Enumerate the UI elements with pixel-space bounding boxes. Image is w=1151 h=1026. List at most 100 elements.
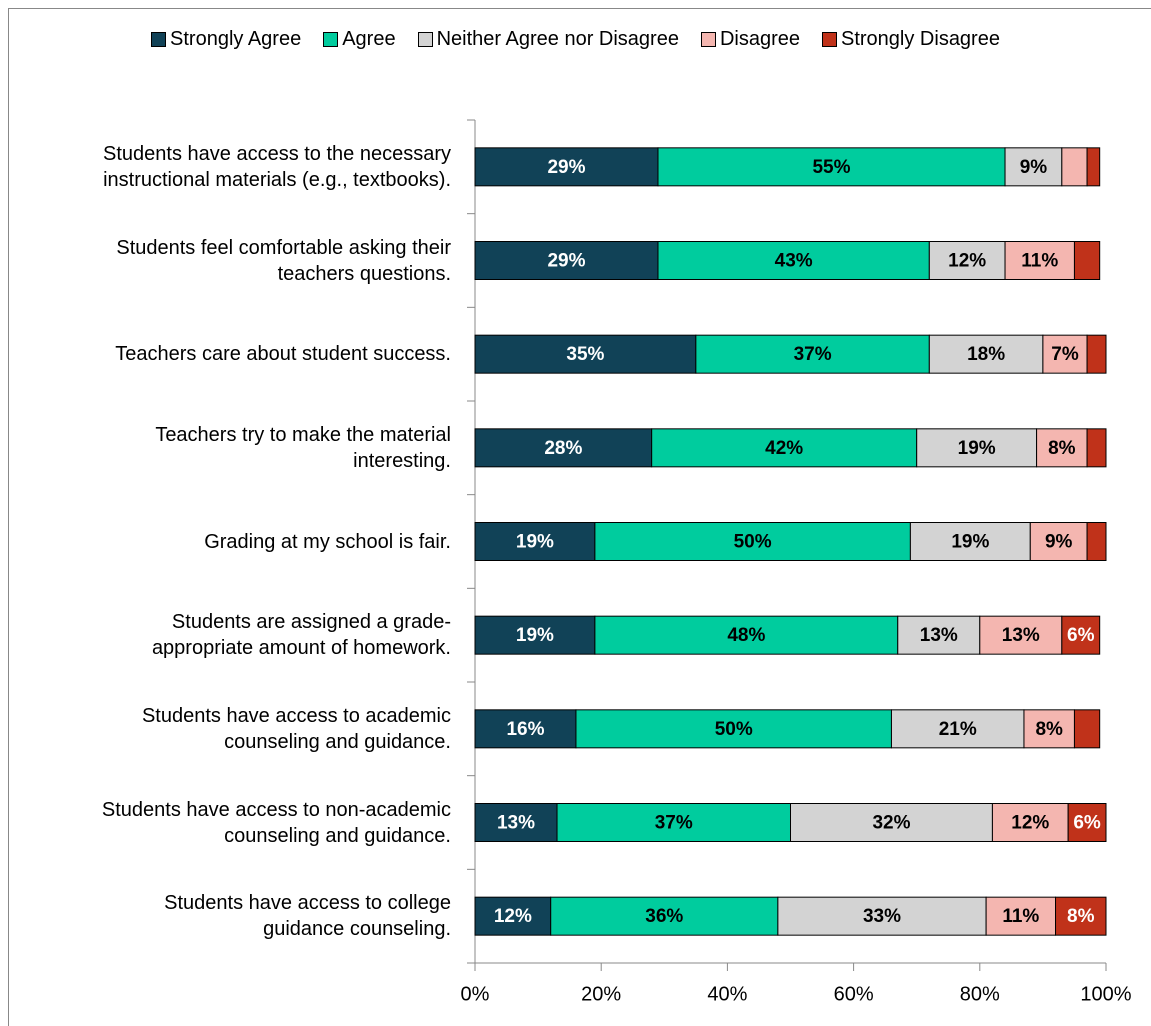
legend-swatch xyxy=(700,32,716,47)
legend-label: Disagree xyxy=(719,28,800,50)
category-label: Students have access to academic counsel… xyxy=(141,704,451,753)
bar-segment xyxy=(594,615,899,655)
data-label: 50% xyxy=(734,532,772,553)
category-label: Students have access to non-academic cou… xyxy=(101,798,451,847)
legend-label: Agree xyxy=(342,28,396,50)
data-label: 19% xyxy=(516,532,554,553)
legend-item: Strongly Disagree xyxy=(822,28,1000,51)
data-label: 12% xyxy=(948,251,986,272)
data-label: 16% xyxy=(506,719,544,740)
bar-segment xyxy=(1029,522,1088,561)
data-label: 28% xyxy=(544,438,582,459)
category-label: Students have access to the necessary in… xyxy=(103,142,451,191)
bar-segment xyxy=(909,522,1031,561)
data-label: 19% xyxy=(951,532,989,553)
bar-segment xyxy=(474,241,659,280)
category-label: Grading at my school is fair. xyxy=(204,530,451,553)
data-label: 36% xyxy=(645,906,683,927)
bar-segment xyxy=(1042,334,1088,374)
x-tick-label: 100% xyxy=(1080,983,1131,1005)
bar-segment xyxy=(474,803,558,842)
data-label: 8% xyxy=(1035,719,1063,740)
bar-segment xyxy=(474,522,596,561)
bar-segment xyxy=(1073,709,1101,749)
data-label: 21% xyxy=(939,719,977,740)
legend: Strongly Agree Agree Neither Agree nor Dis… xyxy=(0,28,1151,51)
bar-segment xyxy=(556,803,792,842)
data-label: 11% xyxy=(1021,251,1058,272)
legend-item: Disagree xyxy=(700,28,800,51)
category-label: Teachers care about student success. xyxy=(115,343,451,366)
bar-segment xyxy=(1061,147,1088,187)
bar-segment xyxy=(1073,241,1101,280)
legend-label: Neither Agree nor Disagree xyxy=(436,28,679,50)
legend-swatch xyxy=(417,32,433,47)
legend-swatch xyxy=(151,32,167,47)
data-label: 13% xyxy=(497,813,535,834)
data-label: 35% xyxy=(566,344,604,365)
data-label: 48% xyxy=(727,625,765,646)
data-label: 29% xyxy=(547,157,585,178)
data-label: 37% xyxy=(655,813,693,834)
x-tick-label: 0% xyxy=(461,983,490,1005)
category-label: Students have access to college guidance… xyxy=(164,892,451,941)
x-tick-label: 60% xyxy=(834,983,874,1005)
bar-segment xyxy=(474,896,552,936)
bar-segment xyxy=(928,334,1044,374)
bar-segment xyxy=(1061,615,1101,655)
bar-segment xyxy=(1086,147,1101,187)
data-label: 19% xyxy=(958,438,996,459)
x-tick-label: 40% xyxy=(707,983,747,1005)
bar-segment xyxy=(985,896,1057,936)
bar-segment xyxy=(594,522,911,561)
data-label: 32% xyxy=(872,813,910,834)
bar-segment xyxy=(651,428,918,468)
bar-segment xyxy=(790,803,993,842)
bar-segment xyxy=(1036,428,1088,468)
legend-item: Strongly Agree xyxy=(151,28,301,51)
category-label: Teachers try to make the material intere… xyxy=(155,423,451,472)
bar-segment xyxy=(474,428,653,468)
bar-segment xyxy=(1067,803,1107,842)
bar-segment xyxy=(575,709,892,749)
bar-segment xyxy=(474,615,596,655)
data-label: 13% xyxy=(1002,625,1040,646)
data-label: 12% xyxy=(494,906,532,927)
bar-segment xyxy=(1055,896,1107,936)
data-label: 12% xyxy=(1011,813,1049,834)
data-label: 8% xyxy=(1067,906,1095,927)
data-label: 43% xyxy=(775,251,813,272)
bar-segment xyxy=(1086,428,1107,468)
data-label: 9% xyxy=(1045,532,1073,553)
data-label: 33% xyxy=(863,906,901,927)
category-label: Students feel comfortable asking their t… xyxy=(116,236,451,285)
data-label: 55% xyxy=(812,157,850,178)
bar-segment xyxy=(474,334,697,374)
bar-segment xyxy=(474,147,659,187)
x-tick-label: 20% xyxy=(581,983,621,1005)
data-label: 18% xyxy=(967,344,1005,365)
data-label: 13% xyxy=(920,625,958,646)
bar-segment xyxy=(928,241,1006,280)
legend-label: Strongly Agree xyxy=(170,28,302,50)
data-label: 7% xyxy=(1051,344,1079,365)
data-label: 19% xyxy=(516,625,554,646)
bar-segment xyxy=(991,803,1069,842)
bar-segment xyxy=(657,147,1006,187)
x-tick-label: 80% xyxy=(960,983,1000,1005)
bar-segment xyxy=(916,428,1038,468)
legend-item: Agree xyxy=(323,28,396,51)
bar-segment xyxy=(1004,241,1075,280)
frame xyxy=(8,8,1151,1026)
category-label: Students are assigned a grade- appropria… xyxy=(151,611,451,660)
data-label: 50% xyxy=(715,719,753,740)
bar-segment xyxy=(890,709,1025,749)
legend-swatch xyxy=(323,32,339,47)
data-label: 6% xyxy=(1073,813,1101,834)
legend-swatch xyxy=(822,32,837,47)
data-label: 42% xyxy=(765,438,803,459)
legend-item: Neither Agree nor Disagree xyxy=(417,28,679,51)
data-label: 11% xyxy=(1002,906,1039,927)
